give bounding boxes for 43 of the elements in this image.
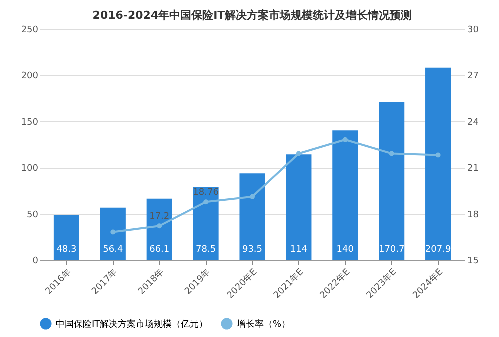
bar — [146, 198, 172, 260]
bar — [100, 208, 126, 260]
point — [250, 194, 255, 200]
data-label: 56.4 — [103, 245, 124, 255]
data-label: 66.1 — [150, 245, 170, 255]
bar — [426, 68, 452, 260]
legend-label: 中国保险IT解决方案市场规模（亿元） — [56, 319, 208, 330]
bar — [54, 215, 80, 260]
chart-title: 2016-2024年中国保险IT解决方案市场规模统计及增长情况预测 — [92, 9, 412, 22]
y2-tick-label: 21 — [468, 164, 479, 174]
y-tick-label: 50 — [27, 210, 39, 220]
point — [342, 137, 348, 142]
point — [389, 151, 394, 156]
y2-tick-label: 24 — [468, 118, 480, 128]
bar — [193, 187, 219, 260]
data-label: 114 — [290, 245, 308, 255]
data-label: 17.2 — [150, 212, 170, 222]
legend-label: 增长率（%） — [236, 319, 291, 330]
y-tick-label: 0 — [32, 256, 39, 266]
data-label: 18.76 — [193, 188, 220, 198]
data-label: 48.3 — [56, 245, 77, 255]
y-tick-label: 100 — [21, 164, 39, 174]
y-tick-label: 150 — [21, 118, 39, 128]
y2-tick-label: 27 — [468, 72, 479, 82]
bar — [240, 174, 266, 260]
data-label: 207.9 — [425, 245, 452, 255]
point — [296, 151, 302, 156]
y2-tick-label: 30 — [468, 26, 480, 36]
point — [110, 230, 116, 235]
point — [204, 200, 209, 205]
bar — [286, 154, 312, 260]
point — [436, 152, 441, 158]
point — [157, 224, 162, 229]
y-tick-label: 250 — [21, 26, 39, 36]
y-tick-label: 200 — [21, 72, 39, 82]
y2-tick-label: 15 — [468, 256, 479, 266]
data-label: 140 — [336, 245, 354, 255]
data-label: 93.5 — [242, 245, 263, 255]
data-label: 170.7 — [378, 245, 405, 255]
bar — [332, 130, 358, 260]
data-label: 78.5 — [196, 245, 216, 255]
bar — [379, 102, 405, 260]
y2-tick-label: 18 — [468, 210, 480, 220]
